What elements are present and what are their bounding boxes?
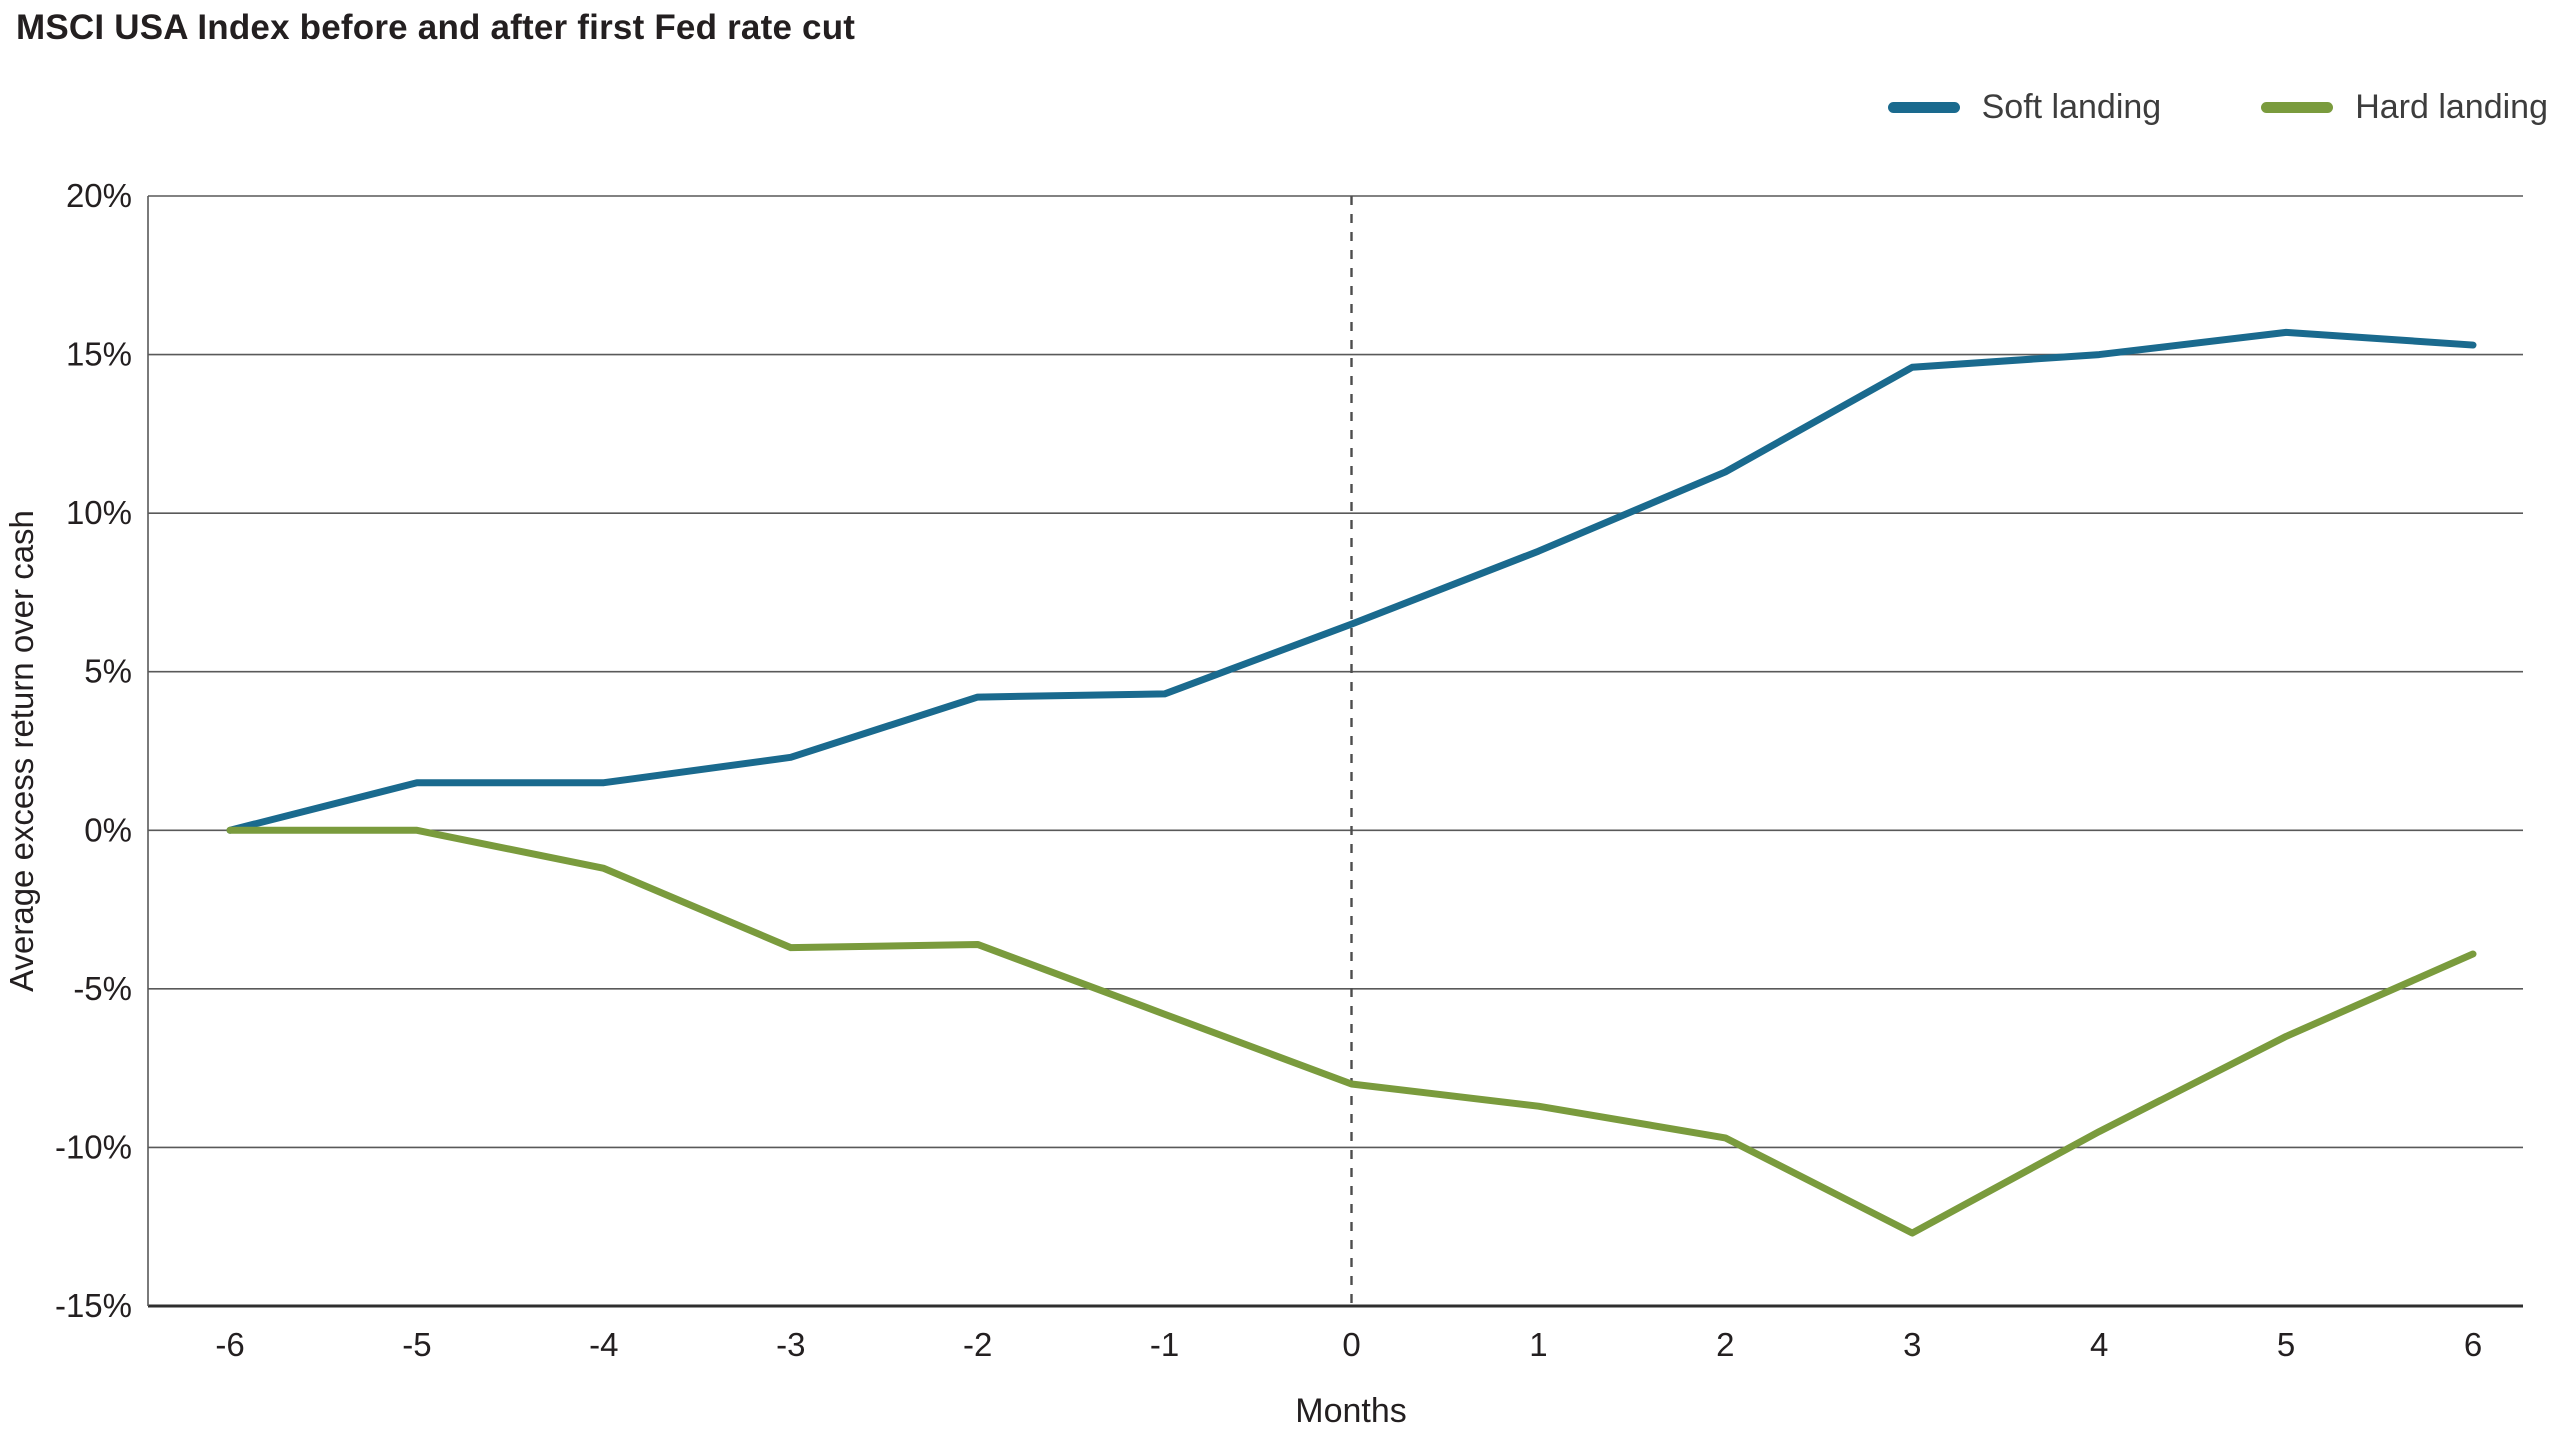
y-tick-label: 5% <box>84 653 132 690</box>
x-axis-label: Months <box>1295 1392 1407 1430</box>
x-tick-label: 2 <box>1716 1326 1734 1363</box>
soft-landing-line-swatch <box>1887 102 1960 113</box>
x-tick-label: 4 <box>2090 1326 2108 1363</box>
x-tick-label: 1 <box>1529 1326 1547 1363</box>
y-tick-label: 20% <box>66 177 132 214</box>
series-line-hard-landing <box>226 826 2477 1237</box>
series-line-soft-landing <box>226 328 2477 834</box>
y-tick-label: 0% <box>84 811 132 848</box>
hard-landing-line-swatch <box>2261 102 2334 113</box>
y-tick-label: -10% <box>55 1128 132 1165</box>
y-tick-label: -15% <box>55 1287 132 1324</box>
x-tick-label: -1 <box>1150 1326 1179 1363</box>
legend-item-hard-landing: Hard landing <box>2261 88 2548 127</box>
x-tick-label: -4 <box>589 1326 618 1363</box>
legend-label-hard-landing: Hard landing <box>2355 88 2548 126</box>
legend-item-soft-landing: Soft landing <box>1887 88 2162 127</box>
chart-title: MSCI USA Index before and after first Fe… <box>16 8 856 47</box>
x-tick-label: 6 <box>2464 1326 2482 1363</box>
x-tick-label: -5 <box>402 1326 431 1363</box>
x-tick-label: 3 <box>1903 1326 1921 1363</box>
x-tick-label: -3 <box>776 1326 805 1363</box>
legend: Soft landing Hard landing <box>1887 88 2548 127</box>
y-tick-label: 10% <box>66 494 132 531</box>
x-tick-label: -6 <box>215 1326 244 1363</box>
y-tick-label: 15% <box>66 336 132 373</box>
x-tick-label: 5 <box>2277 1326 2295 1363</box>
x-tick-label: -2 <box>963 1326 992 1363</box>
legend-label-soft-landing: Soft landing <box>1981 88 2162 126</box>
y-tick-label: -5% <box>73 970 132 1007</box>
x-tick-label: 0 <box>1342 1326 1360 1363</box>
